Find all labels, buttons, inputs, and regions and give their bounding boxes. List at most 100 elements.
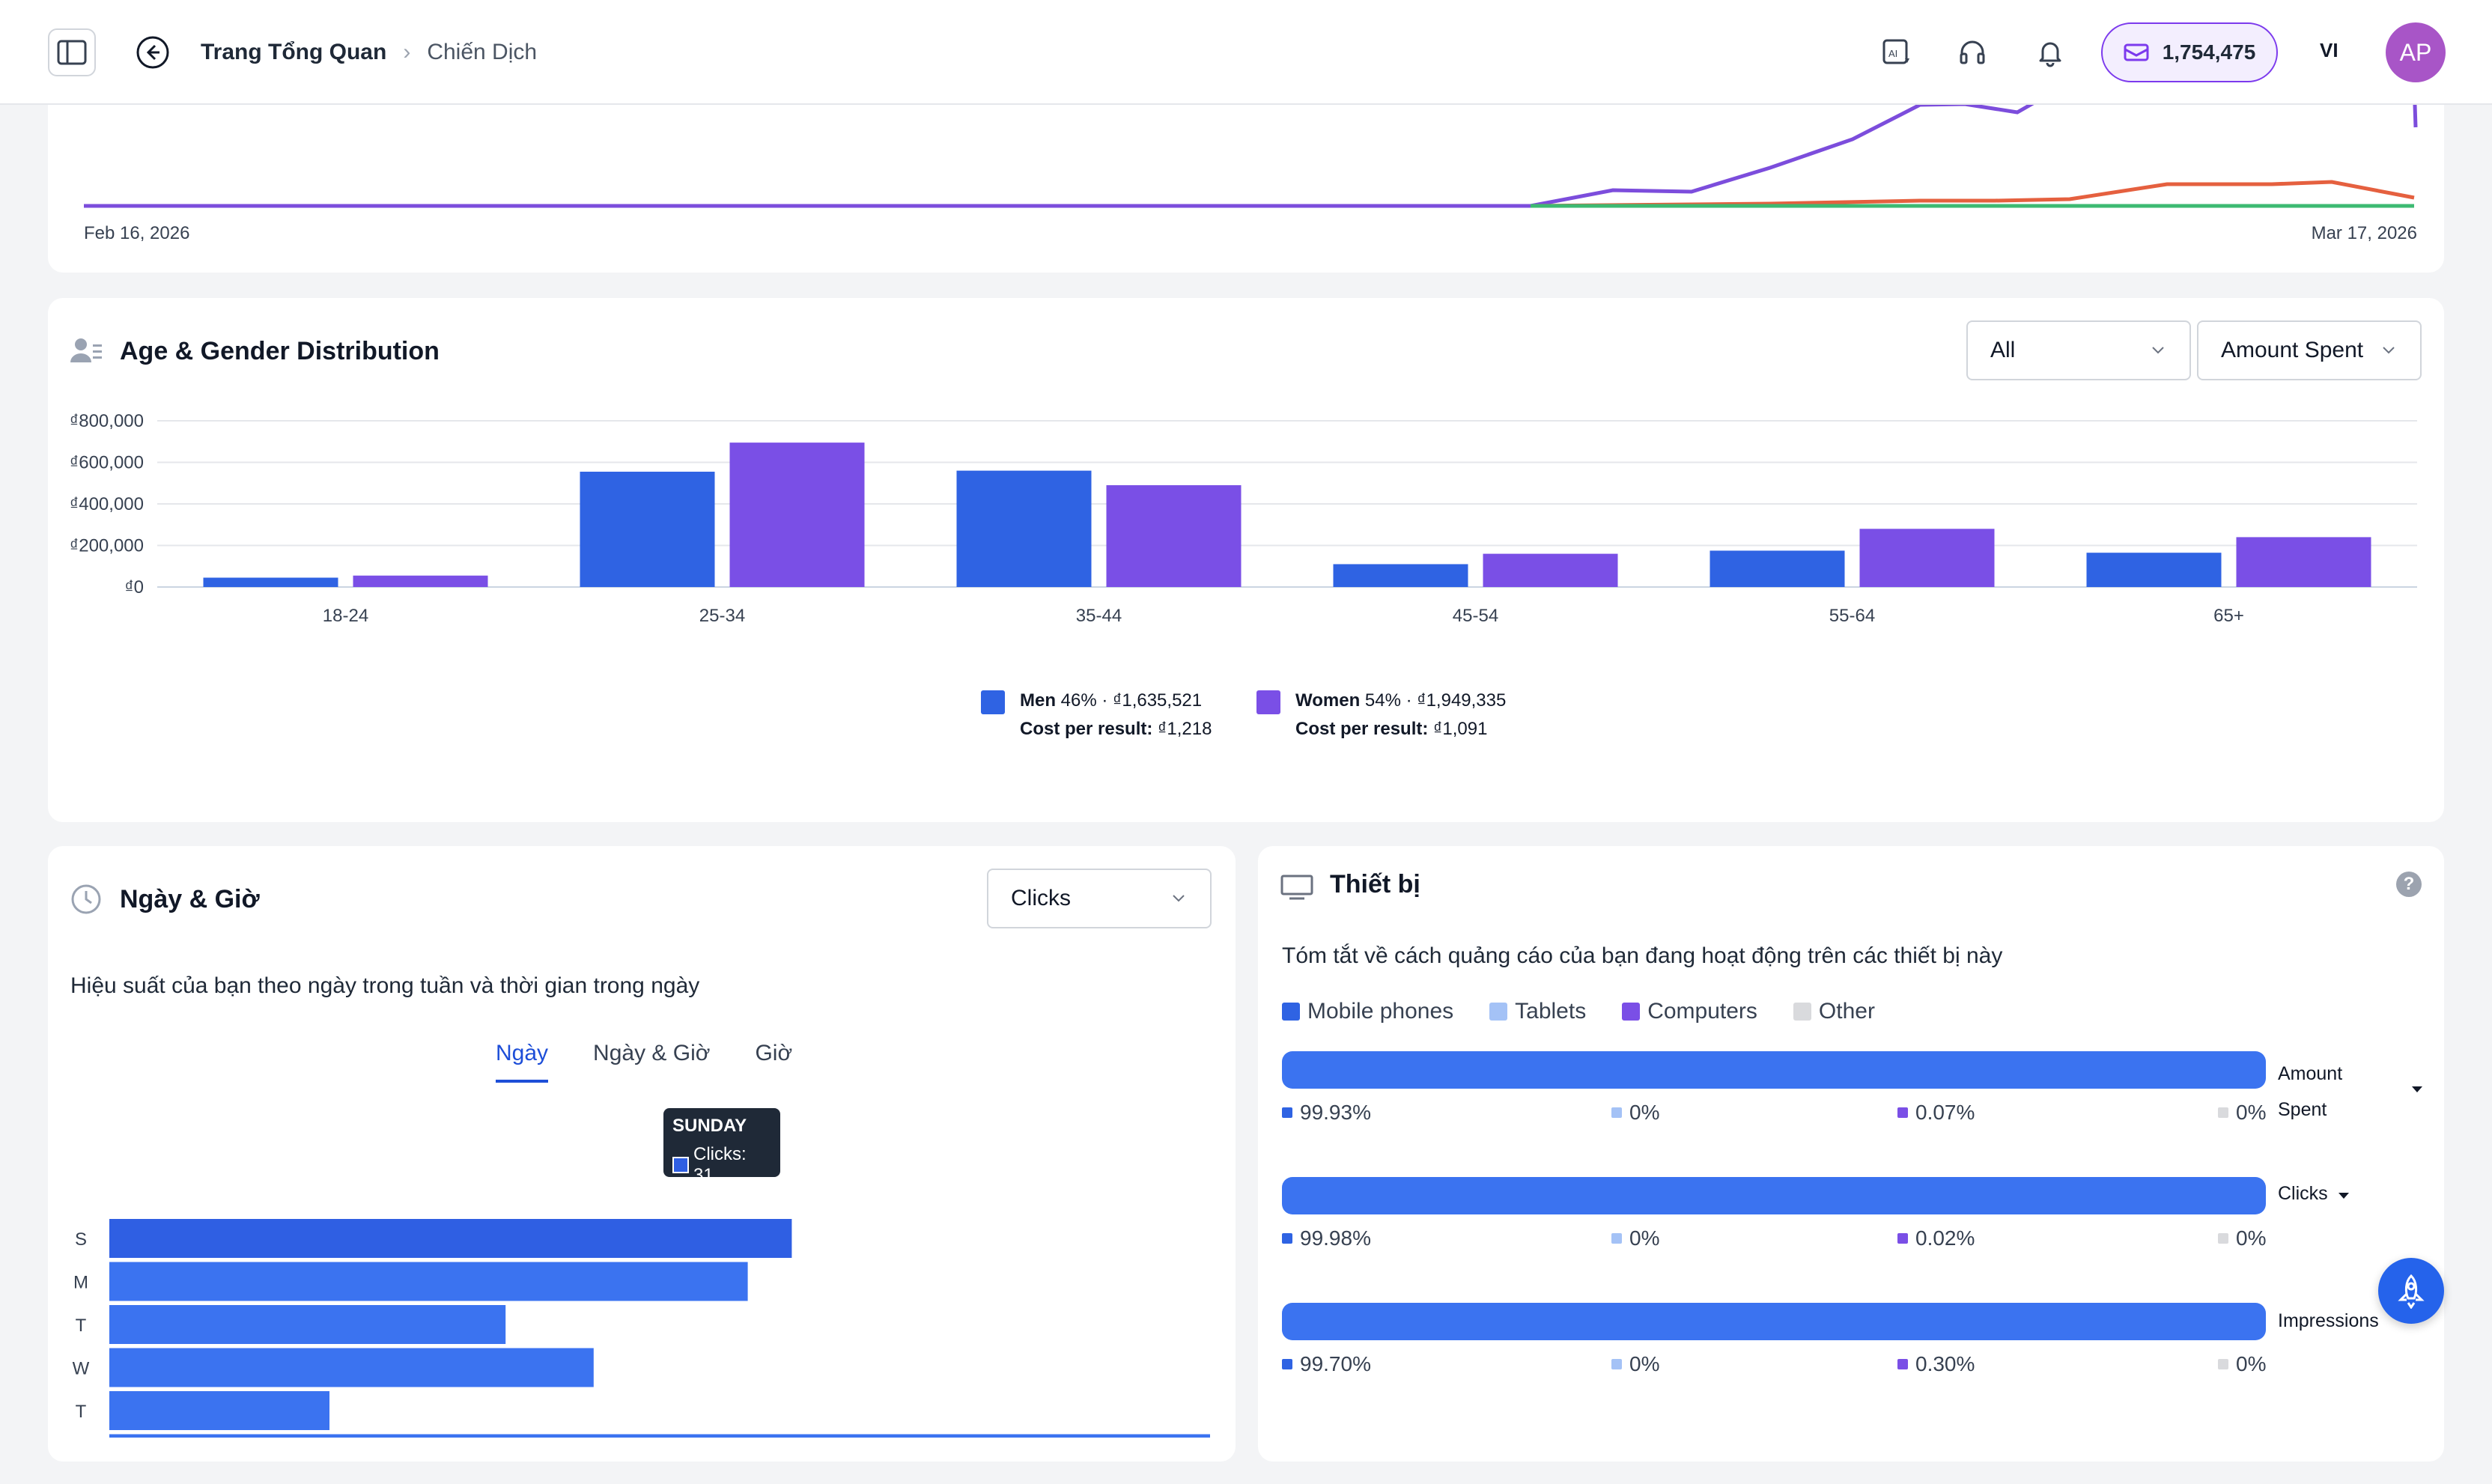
bar-women-45-54[interactable] xyxy=(1483,553,1618,587)
arrow-left-circle-icon xyxy=(136,36,169,69)
gender-filter-dropdown[interactable]: All xyxy=(1966,320,2191,380)
legend-men-swatch xyxy=(981,690,1005,714)
legend-women-cpr-label: Cost per result: xyxy=(1295,719,1429,739)
legend-other[interactable]: Other xyxy=(1793,999,1875,1024)
x-tick-label: 55-64 xyxy=(1829,606,1875,626)
day-time-tabs: Ngày Ngày & Giờ Giờ xyxy=(496,1041,792,1083)
launch-assistant-button[interactable] xyxy=(2378,1258,2444,1324)
legend-men-value: 46% · ₫1,635,521 xyxy=(1056,690,1203,711)
sidebar-icon xyxy=(57,40,87,65)
day-time-title: Ngày & Giờ xyxy=(120,885,260,913)
tooltip-swatch xyxy=(672,1157,689,1173)
bar-men-35-44[interactable] xyxy=(956,470,1092,587)
breadcrumb: Trang Tổng Quan › Chiến Dịch xyxy=(201,34,537,70)
metric-value: Amount Spent xyxy=(2221,338,2364,362)
pct-value: 99.98% xyxy=(1300,1226,1371,1250)
tab-day-hour[interactable]: Ngày & Giờ xyxy=(593,1041,711,1065)
device-legend: Mobile phones Tablets Computers Other xyxy=(1282,999,1875,1024)
day-chart-tooltip: SUNDAY Clicks: 31 xyxy=(663,1108,780,1185)
sidebar-toggle-button[interactable] xyxy=(48,28,96,76)
legend-women-swatch xyxy=(1256,690,1280,714)
metric-dropdown[interactable]: Amount Spent xyxy=(2197,320,2422,380)
day-bar-0[interactable] xyxy=(109,1219,792,1258)
pct-value: 0% xyxy=(2236,1352,2267,1375)
metric-label-clicks: Clicks xyxy=(2278,1183,2328,1204)
tab-day[interactable]: Ngày xyxy=(496,1041,549,1083)
day-bar-5[interactable] xyxy=(109,1434,1210,1438)
legend-women: Women 54% · ₫1,949,335 Cost per result: … xyxy=(1256,690,1526,750)
legend-computers[interactable]: Computers xyxy=(1622,999,1757,1024)
legend-mobile-label: Mobile phones xyxy=(1307,999,1454,1024)
bar-women-55-64[interactable] xyxy=(1859,529,1995,587)
bar-men-18-24[interactable] xyxy=(203,577,338,587)
notifications-button[interactable] xyxy=(2031,33,2070,72)
pct-value: 0.02% xyxy=(1915,1226,1975,1250)
day-bar-2[interactable] xyxy=(109,1305,506,1344)
legend-men: Men 46% · ₫1,635,521 Cost per result: ₫1… xyxy=(981,690,1236,750)
bar-men-25-34[interactable] xyxy=(580,471,715,587)
bar-men-55-64[interactable] xyxy=(1710,550,1845,587)
pct-value: 0% xyxy=(1629,1101,1660,1124)
legend-mobile[interactable]: Mobile phones xyxy=(1282,999,1453,1024)
tab-hour[interactable]: Giờ xyxy=(755,1041,793,1065)
balance-button[interactable]: 1,754,475 xyxy=(2101,22,2278,82)
bar-men-45-54[interactable] xyxy=(1333,564,1468,587)
breadcrumb-home[interactable]: Trang Tổng Quan xyxy=(201,40,387,64)
pct-computers: 0.30% xyxy=(1897,1352,1975,1376)
help-icon[interactable]: ? xyxy=(2396,872,2422,897)
caret-down-icon[interactable] xyxy=(2336,1190,2351,1201)
x-tick-label: 18-24 xyxy=(323,606,368,626)
wallet-icon xyxy=(2124,43,2149,61)
pct-tablets: 0% xyxy=(1611,1101,1659,1125)
support-button[interactable] xyxy=(1953,33,1992,72)
tooltip-value: Clicks: 31 xyxy=(693,1144,747,1185)
legend-computers-swatch xyxy=(1622,1003,1641,1021)
x-tick-label: 65+ xyxy=(2213,606,2244,626)
back-button[interactable] xyxy=(133,33,172,72)
day-label: T xyxy=(76,1402,87,1422)
day-label: W xyxy=(73,1359,90,1379)
day-time-metric-value: Clicks xyxy=(1011,886,1071,910)
breadcrumb-current: Chiến Dịch xyxy=(427,40,538,64)
y-tick-label: ₫200,000 xyxy=(70,536,144,556)
day-bar-4[interactable] xyxy=(109,1391,329,1430)
day-label: S xyxy=(75,1229,87,1250)
avatar[interactable]: AP xyxy=(2386,22,2446,82)
legend-tablets-swatch xyxy=(1489,1003,1508,1021)
svg-text:AI: AI xyxy=(1888,48,1897,59)
pct-value: 99.93% xyxy=(1300,1101,1371,1124)
day-bar-1[interactable] xyxy=(109,1262,748,1301)
clock-icon xyxy=(71,884,101,914)
pct-computers: 0.02% xyxy=(1897,1226,1975,1250)
bar-men-65+[interactable] xyxy=(2086,553,2222,587)
chevron-down-icon xyxy=(1173,895,1185,902)
day-time-metric-dropdown[interactable]: Clicks xyxy=(987,869,1212,928)
caret-down-icon[interactable] xyxy=(2410,1084,2425,1095)
series-line-red xyxy=(1530,180,2415,208)
headset-icon xyxy=(1960,40,1985,64)
legend-computers-label: Computers xyxy=(1647,999,1757,1024)
device-bar-clicks xyxy=(1282,1177,2266,1214)
rocket-icon xyxy=(2398,1274,2425,1309)
bar-women-65+[interactable] xyxy=(2236,537,2371,587)
pct-value: 0% xyxy=(1629,1352,1660,1375)
legend-men-cpr-label: Cost per result: xyxy=(1020,719,1153,739)
pct-value: 99.70% xyxy=(1300,1352,1371,1375)
device-card: Thiết bị ? Tóm tắt về cách quảng cáo của… xyxy=(1258,846,2444,1462)
pct-value: 0% xyxy=(2236,1226,2267,1250)
ai-icon: AI xyxy=(1882,39,1909,64)
language-selector[interactable]: VI xyxy=(2320,39,2338,61)
bar-women-25-34[interactable] xyxy=(729,443,865,587)
device-subtitle: Tóm tắt về cách quảng cáo của bạn đang h… xyxy=(1282,943,2003,968)
ai-assistant-button[interactable]: AI xyxy=(1876,33,1915,72)
day-bar-3[interactable] xyxy=(109,1348,594,1387)
pct-mobile: 99.93% xyxy=(1282,1101,1371,1125)
pct-computers: 0.07% xyxy=(1897,1101,1975,1125)
bell-icon xyxy=(2039,42,2061,67)
legend-tablets[interactable]: Tablets xyxy=(1489,999,1586,1024)
monitor-icon xyxy=(1280,875,1313,900)
legend-women-name: Women xyxy=(1295,690,1361,711)
bar-women-35-44[interactable] xyxy=(1106,485,1242,587)
bar-women-18-24[interactable] xyxy=(353,575,488,587)
pct-other: 0% xyxy=(2218,1352,2266,1376)
